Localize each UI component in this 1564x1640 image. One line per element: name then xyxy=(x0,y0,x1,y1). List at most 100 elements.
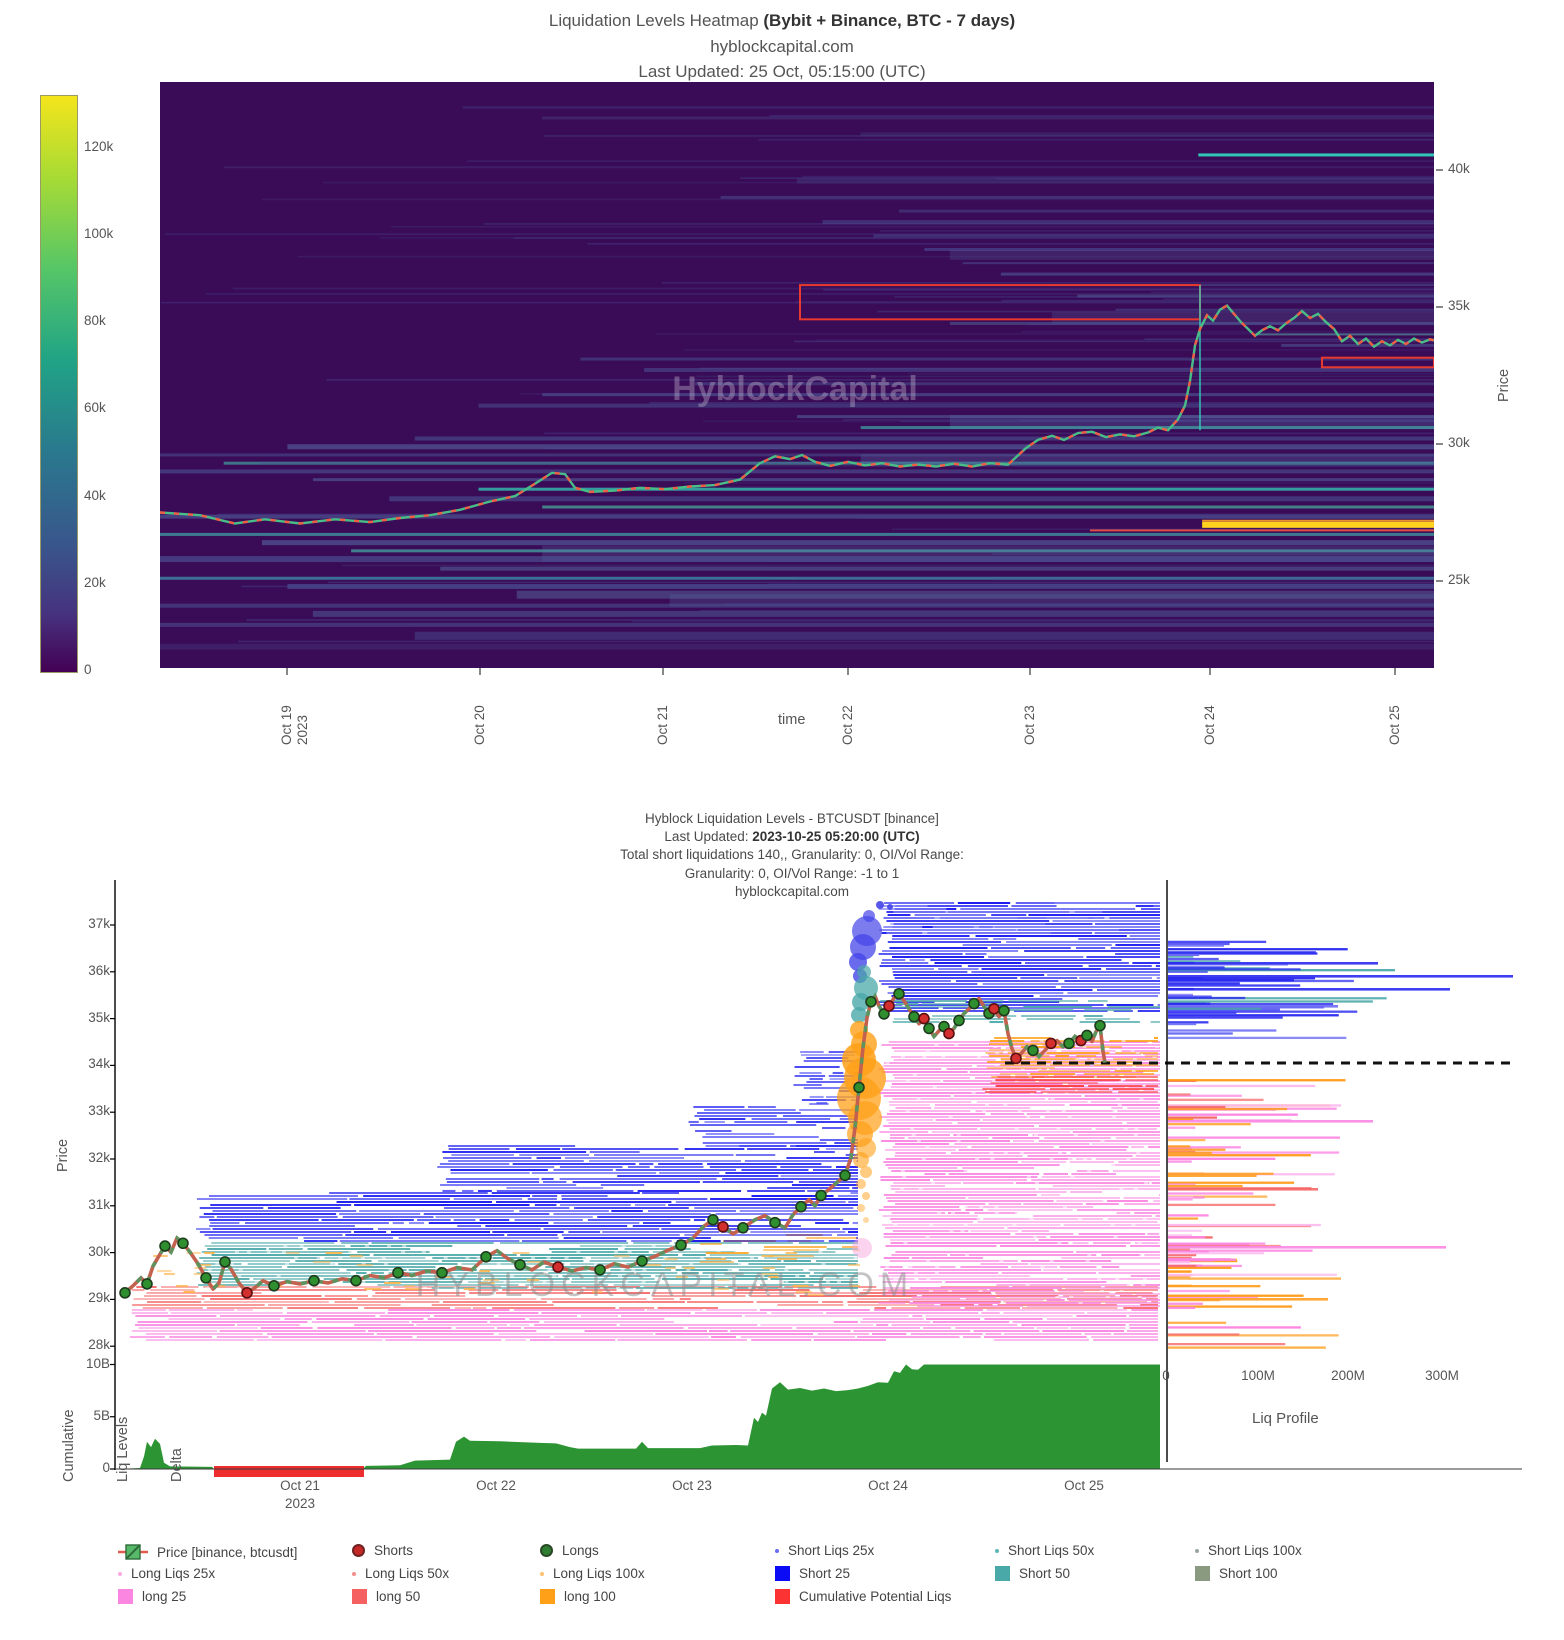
tiny-swatch-icon xyxy=(118,1571,122,1576)
delta-tick-5B: 5B xyxy=(93,1407,110,1423)
top-title-text: Liquidation Levels Heatmap xyxy=(548,11,764,30)
legend-item-long-25[interactable]: long 25 xyxy=(118,1589,186,1604)
delta-axis-label: Cumulative Liq Levels Delta xyxy=(61,1409,185,1482)
date-tick: Oct 24 xyxy=(868,1478,908,1493)
legend-label: Long Liqs 50x xyxy=(365,1566,450,1581)
colorbar xyxy=(40,95,78,673)
legend-label: Short 25 xyxy=(799,1566,851,1581)
top-watermark: HyblockCapital xyxy=(672,370,918,408)
profile-tick-0: 0 xyxy=(1162,1368,1170,1383)
heatmap-canvas[interactable]: HyblockCapital xyxy=(150,75,1480,687)
colorbar-tick-0: 0 xyxy=(84,662,92,677)
legend-item-short-liqs-100x[interactable]: Short Liqs 100x xyxy=(1195,1543,1302,1558)
sq-swatch-icon xyxy=(775,1566,790,1581)
date-tick: Oct 21 xyxy=(280,1478,320,1493)
bottom-title-line3: Total short liquidations 140,, Granulari… xyxy=(620,847,964,863)
top-time-axis-label: time xyxy=(778,712,806,728)
legend-item-price-binance-btcusdt-[interactable]: Price [binance, btcusdt] xyxy=(118,1543,297,1561)
price-tick-35k: 35k xyxy=(1448,298,1470,313)
date-tick: Oct 25 xyxy=(1064,1478,1104,1493)
top-title-bold: (Bybit + Binance, BTC - 7 days) xyxy=(763,11,1016,30)
date-tick: Oct 23 xyxy=(1022,705,1037,745)
bottom-title-line5: hyblockcapital.com xyxy=(734,883,850,899)
legend-label: long 25 xyxy=(142,1589,187,1604)
liquidation-canvas[interactable]: HYBLOCKCAPITAL.COM xyxy=(90,872,1530,1480)
date-tick: Oct 21 xyxy=(655,705,670,745)
top-price-axis-label: Price xyxy=(1496,368,1512,402)
legend-item-long-100[interactable]: long 100 xyxy=(540,1589,616,1604)
date-tick-year: 2023 xyxy=(284,1496,316,1511)
colorbar-tick-20k: 20k xyxy=(84,574,106,590)
date-tick: Oct 25 xyxy=(1387,705,1402,745)
date-tick: Oct 19 2023 xyxy=(279,705,310,745)
sq-swatch-icon xyxy=(540,1589,555,1604)
price-tick-30k: 30k xyxy=(88,1243,110,1259)
price-tick-25k: 25k xyxy=(1448,572,1470,587)
legend-label: Short Liqs 100x xyxy=(1208,1543,1302,1558)
legend-label: long 100 xyxy=(564,1589,616,1604)
legend-item-short-50[interactable]: Short 50 xyxy=(995,1566,1070,1581)
profile-tick-200M: 200M xyxy=(1331,1368,1365,1383)
top-chart-title: Liquidation Levels Heatmap (Bybit + Bina… xyxy=(0,8,1564,85)
tiny-swatch-icon xyxy=(352,1571,356,1576)
colorbar-tick-120k: 120k xyxy=(84,138,114,154)
legend-item-long-liqs-25x[interactable]: Long Liqs 25x xyxy=(118,1566,215,1581)
tiny-swatch-icon xyxy=(540,1571,544,1576)
sq-swatch-icon xyxy=(352,1589,367,1604)
liq-profile-label: Liq Profile xyxy=(1252,1410,1319,1427)
legend-label: long 50 xyxy=(376,1589,421,1604)
tiny-swatch-icon xyxy=(995,1548,999,1553)
legend-label: Long Liqs 100x xyxy=(553,1566,645,1581)
delta-tick-10B: 10B xyxy=(85,1355,110,1371)
date-tick: Oct 20 xyxy=(472,705,487,745)
tiny-swatch-icon xyxy=(775,1548,779,1553)
date-tick: Oct 23 xyxy=(672,1478,712,1493)
price-tick-34k: 34k xyxy=(88,1056,110,1072)
legend-label: Short Liqs 50x xyxy=(1008,1543,1095,1558)
delta-tick-0: 0 xyxy=(102,1460,110,1475)
legend-item-longs[interactable]: Longs xyxy=(540,1543,599,1558)
legend-item-short-liqs-25x[interactable]: Short Liqs 25x xyxy=(775,1543,874,1558)
profile-tick-300M: 300M xyxy=(1425,1368,1459,1383)
price-tick-29k: 29k xyxy=(88,1290,110,1306)
top-title-updated: Last Updated: 25 Oct, 05:15:00 (UTC) xyxy=(638,62,926,81)
colorbar-tick-60k: 60k xyxy=(84,400,106,416)
price-tick-37k: 37k xyxy=(88,916,110,931)
price-tick-33k: 33k xyxy=(88,1103,110,1119)
tiny-swatch-icon xyxy=(1195,1548,1199,1553)
legend-item-long-50[interactable]: long 50 xyxy=(352,1589,420,1604)
legend-label: Cumulative Potential Liqs xyxy=(799,1589,952,1604)
bottom-title-line4: Granularity: 0, OI/Vol Range: -1 to 1 xyxy=(684,865,900,881)
bottom-watermark: HYBLOCKCAPITAL.COM xyxy=(416,1266,914,1304)
sq-swatch-icon xyxy=(118,1589,133,1604)
bottom-title-line1: Hyblock Liquidation Levels - BTCUSDT [bi… xyxy=(645,811,939,826)
legend-item-long-liqs-100x[interactable]: Long Liqs 100x xyxy=(540,1566,645,1581)
price-legend-icon xyxy=(118,1543,148,1561)
legend-item-short-liqs-50x[interactable]: Short Liqs 50x xyxy=(995,1543,1094,1558)
legend-label: Short Liqs 25x xyxy=(788,1543,875,1558)
date-tick: Oct 22 xyxy=(476,1478,516,1493)
legend-item-short-25[interactable]: Short 25 xyxy=(775,1566,850,1581)
bottom-chart-title: Hyblock Liquidation Levels - BTCUSDT [bi… xyxy=(10,810,1564,901)
sq-swatch-icon xyxy=(995,1566,1010,1581)
price-tick-28k: 28k xyxy=(88,1337,110,1353)
price-tick-32k: 32k xyxy=(88,1150,110,1165)
legend-label: Long Liqs 25x xyxy=(131,1566,216,1581)
colorbar-tick-80k: 80k xyxy=(84,313,106,329)
price-tick-31k: 31k xyxy=(88,1196,110,1212)
date-tick: Oct 24 xyxy=(1202,705,1217,745)
top-title-site: hyblockcapital.com xyxy=(710,36,854,56)
colorbar-tick-40k: 40k xyxy=(84,487,106,503)
legend-item-long-liqs-50x[interactable]: Long Liqs 50x xyxy=(352,1566,449,1581)
colorbar-tick-100k: 100k xyxy=(84,226,114,241)
sq-swatch-icon xyxy=(1195,1566,1210,1581)
dot-swatch-icon xyxy=(352,1544,365,1557)
legend-label: Longs xyxy=(562,1543,599,1558)
legend-item-short-100[interactable]: Short 100 xyxy=(1195,1566,1278,1581)
sq-swatch-icon xyxy=(775,1589,790,1604)
price-tick-40k: 40k xyxy=(1448,161,1470,176)
legend-item-shorts[interactable]: Shorts xyxy=(352,1543,413,1558)
legend-label: Shorts xyxy=(374,1543,414,1558)
legend-label: Short 50 xyxy=(1019,1566,1071,1581)
legend-item-cumulative-potential-liqs[interactable]: Cumulative Potential Liqs xyxy=(775,1589,951,1604)
